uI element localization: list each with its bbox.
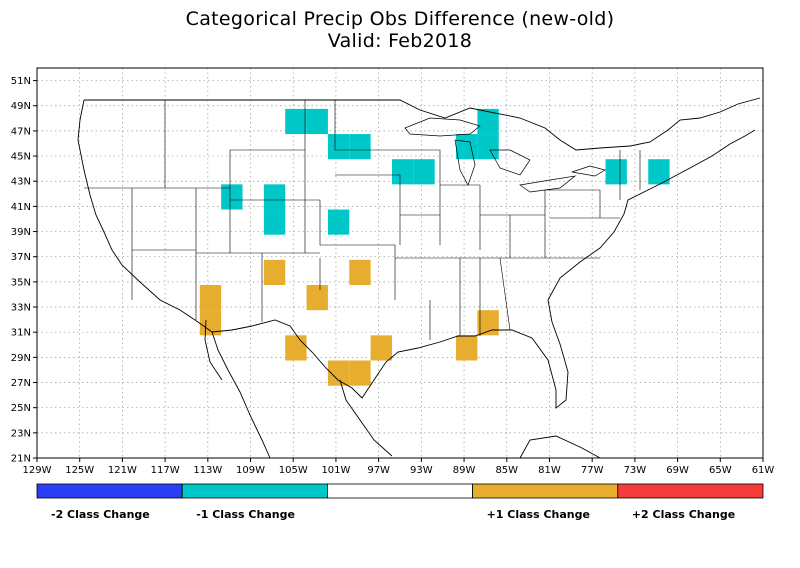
lat-tick-label: 21N [11, 454, 31, 465]
map-frame [36, 67, 764, 459]
minus-class-cell [456, 134, 478, 160]
lon-tick-label: 117W [151, 465, 180, 476]
mexico-coast [204, 319, 601, 459]
lat-tick-label: 35N [11, 277, 31, 288]
axes: 129W 125W 121W 117W 113W 109W 105W 101W 97W 93W 89… [11, 67, 775, 476]
lat-tick-label: 47N [11, 126, 31, 137]
plus-class-cell [370, 335, 392, 361]
lon-tick-label: 65W [709, 465, 732, 476]
lat-tick-label: 49N [11, 101, 31, 112]
minus-class-cell [263, 209, 286, 235]
minus-class-cell [327, 209, 350, 235]
state-lines [84, 100, 641, 340]
great-lakes [404, 117, 606, 193]
lon-tick-label: 73W [624, 465, 647, 476]
minus-class-cell [327, 134, 350, 160]
minus-class-cell [263, 184, 286, 210]
minus-class-cell [349, 134, 371, 160]
lon-tick-label: 61W [752, 465, 775, 476]
map-subtitle: Valid: Feb2018 [327, 30, 473, 52]
lon-tick-label: 113W [193, 465, 222, 476]
lon-tick-label: 101W [321, 465, 350, 476]
lat-tick-label: 37N [11, 252, 31, 263]
lon-tick-label: 77W [581, 465, 604, 476]
lat-tick-label: 25N [11, 403, 31, 414]
lon-tick-label: 125W [65, 465, 94, 476]
lon-tick-label: 85W [495, 465, 518, 476]
lat-tick-label: 27N [11, 378, 31, 389]
color-legend-bar [36, 483, 764, 499]
lat-tick-label: 31N [11, 328, 31, 339]
plus-class-cell [349, 360, 371, 386]
plus-class-cell [285, 335, 307, 361]
us-coastline [77, 99, 756, 409]
canada-border [84, 97, 761, 151]
lat-tick-label: 51N [11, 76, 31, 87]
lon-tick-label: 69W [666, 465, 689, 476]
plus-class-cell [263, 259, 286, 286]
plus-class-cell [199, 285, 222, 311]
lat-tick-label: 39N [11, 227, 31, 238]
minus-class-cell [391, 159, 414, 185]
minus-class-cell [306, 108, 328, 135]
difference-cells [199, 108, 670, 386]
lat-tick-label: 41N [11, 202, 31, 213]
lat-lon-grid [36, 68, 764, 459]
lon-tick-label: 97W [367, 465, 390, 476]
lat-tick-label: 29N [11, 353, 31, 364]
lat-tick-label: 43N [11, 177, 31, 188]
plus-class-cell [327, 360, 350, 386]
legend-label: +1 Class Change [486, 508, 590, 521]
legend-swatch [617, 483, 764, 499]
legend-swatch [36, 483, 183, 499]
lon-tick-label: 89W [453, 465, 476, 476]
minus-class-cell [413, 159, 435, 185]
minus-class-cell [648, 159, 670, 185]
legend-swatch [472, 483, 619, 499]
plus-class-cell [306, 285, 328, 311]
minus-class-cell [285, 108, 307, 135]
minus-class-cell [221, 184, 243, 210]
minus-class-cell [605, 159, 627, 185]
lon-tick-label: 105W [279, 465, 308, 476]
legend-label: +2 Class Change [631, 508, 736, 521]
map-title: Categorical Precip Obs Difference (new-o… [185, 8, 615, 30]
minus-class-cell [477, 108, 499, 135]
lat-tick-label: 33N [11, 303, 31, 314]
lon-tick-label: 81W [538, 465, 561, 476]
us-state-boundaries [77, 97, 761, 459]
plus-class-cell [456, 335, 478, 361]
plus-class-cell [349, 259, 371, 286]
lon-tick-label: 121W [108, 465, 137, 476]
plus-class-cell [477, 310, 499, 336]
lat-tick-label: 23N [11, 428, 31, 439]
minus-class-cell [477, 134, 499, 160]
lat-tick-label: 45N [11, 152, 31, 163]
legend-swatch [181, 483, 328, 499]
lon-tick-label: 129W [23, 465, 52, 476]
lon-tick-label: 93W [410, 465, 433, 476]
legend-label: -1 Class Change [196, 508, 295, 521]
legend-swatch [326, 483, 473, 499]
lon-tick-label: 109W [236, 465, 265, 476]
legend-label: -2 Class Change [51, 508, 150, 521]
